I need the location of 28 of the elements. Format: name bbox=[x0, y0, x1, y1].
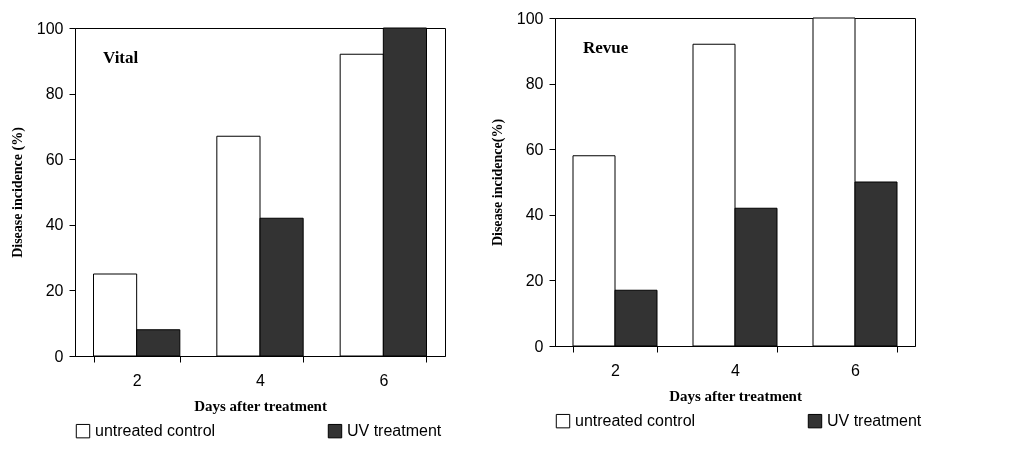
legend-label: untreated control bbox=[575, 412, 696, 430]
y-tick-label: 40 bbox=[45, 216, 64, 234]
y-tick-label: 100 bbox=[36, 19, 64, 37]
y-tick-label: 0 bbox=[534, 337, 544, 355]
y-axis-title: Disease incidence(%) bbox=[489, 118, 506, 247]
legend-label: UV treatment bbox=[827, 412, 922, 430]
x-axis-title: Days after treatment bbox=[669, 387, 802, 404]
legend-label: untreated control bbox=[95, 422, 216, 440]
x-axis-title: Days after treatment bbox=[194, 397, 327, 414]
y-tick-label: 0 bbox=[54, 347, 64, 365]
y-axis-title: Disease incidence (%) bbox=[9, 126, 26, 258]
x-tick-label: 2 bbox=[611, 361, 621, 379]
annotation: Revue bbox=[583, 38, 629, 57]
y-tick-label: 80 bbox=[45, 85, 64, 103]
x-tick-label: 2 bbox=[132, 371, 142, 389]
y-tick-label: 20 bbox=[525, 271, 544, 289]
x-tick-label: 4 bbox=[731, 361, 741, 379]
x-tick-label: 6 bbox=[379, 371, 389, 389]
y-tick-label: 20 bbox=[45, 281, 64, 299]
x-tick-label: 6 bbox=[851, 361, 861, 379]
y-tick-label: 80 bbox=[525, 75, 544, 93]
y-tick-label: 100 bbox=[516, 9, 544, 27]
x-tick-label: 4 bbox=[256, 371, 266, 389]
annotation: Vital bbox=[103, 48, 139, 67]
y-tick-label: 60 bbox=[525, 140, 544, 158]
y-tick-label: 40 bbox=[525, 206, 544, 224]
legend-label: UV treatment bbox=[347, 422, 442, 440]
y-tick-label: 60 bbox=[45, 150, 64, 168]
